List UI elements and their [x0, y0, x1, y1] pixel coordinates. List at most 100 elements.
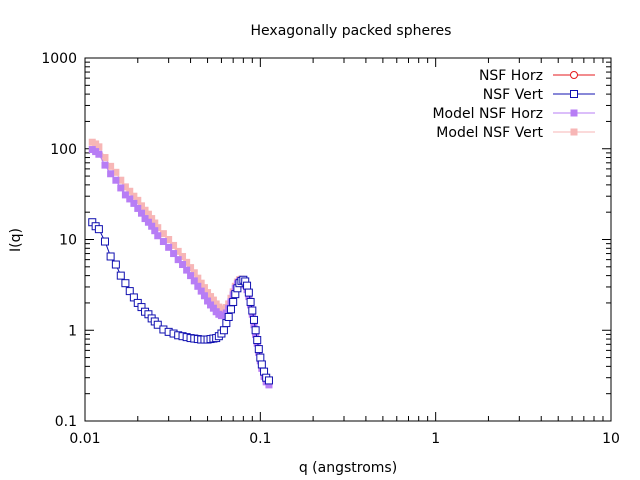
data-point	[144, 210, 152, 218]
data-point	[116, 271, 125, 280]
data-point	[174, 247, 182, 255]
data-point	[244, 288, 253, 297]
chart-title: Hexagonally packed spheres	[251, 23, 452, 39]
data-point	[257, 360, 266, 369]
x-axis-label: q (angstroms)	[299, 460, 397, 476]
data-point	[121, 191, 129, 199]
data-point	[107, 170, 115, 178]
data-point	[154, 232, 162, 240]
legend-entry: Model NSF Horz	[432, 106, 595, 122]
data-point	[130, 199, 138, 207]
legend-entry: NSF Vert	[483, 87, 595, 103]
data-point	[170, 250, 178, 258]
data-point	[194, 282, 202, 290]
data-point	[111, 260, 120, 269]
data-point	[137, 209, 145, 217]
data-point	[101, 154, 109, 162]
data-point	[190, 269, 198, 277]
data-point	[126, 187, 134, 195]
data-point	[249, 315, 258, 324]
legend-label: NSF Vert	[483, 87, 544, 103]
data-point	[137, 202, 145, 210]
data-point	[179, 261, 187, 269]
data-point	[126, 195, 134, 203]
data-point	[254, 345, 263, 354]
series-nsf-vert	[88, 218, 273, 385]
data-point	[187, 272, 195, 280]
data-point	[130, 192, 138, 200]
data-point	[141, 206, 149, 214]
data-point	[134, 196, 142, 204]
data-point	[253, 336, 262, 345]
data-point	[248, 306, 257, 315]
legend-label: Model NSF Vert	[436, 125, 543, 141]
legend: NSF Horz NSF Vert Model NSF Horz Model NSF …	[432, 68, 595, 141]
y-tick-label: 0.1	[55, 414, 77, 430]
data-point	[165, 243, 173, 251]
data-point	[219, 326, 228, 335]
data-point	[222, 309, 230, 317]
data-point	[207, 293, 215, 301]
data-point	[151, 227, 159, 235]
data-point	[95, 150, 103, 158]
y-tick-label: 1000	[41, 51, 77, 67]
data-point	[194, 274, 202, 282]
data-point	[246, 297, 255, 306]
data-point	[170, 241, 178, 249]
data-point	[95, 143, 103, 151]
data-point	[190, 277, 198, 285]
data-point	[265, 381, 273, 389]
data-point	[94, 225, 103, 234]
series-layer	[88, 138, 273, 389]
data-point	[100, 237, 109, 246]
data-point	[229, 297, 238, 306]
data-point	[112, 176, 120, 184]
legend-label: NSF Horz	[479, 68, 543, 84]
data-point	[224, 312, 233, 321]
legend-marker	[570, 128, 578, 136]
data-point	[251, 326, 260, 335]
data-point	[200, 292, 208, 300]
data-point	[264, 376, 273, 385]
x-tick-label: 10	[602, 431, 620, 447]
data-point	[187, 264, 195, 272]
data-point	[106, 252, 115, 261]
data-point	[117, 176, 125, 184]
data-point	[174, 256, 182, 264]
data-point	[250, 321, 258, 329]
data-point	[226, 305, 235, 314]
data-point	[183, 258, 191, 266]
data-point	[197, 287, 205, 295]
data-point	[159, 230, 167, 238]
data-point	[121, 183, 129, 191]
data-point	[252, 330, 260, 338]
data-point	[159, 238, 167, 246]
x-tick-label: 0.1	[249, 431, 271, 447]
y-tick-label: 10	[59, 233, 77, 249]
data-point	[165, 236, 173, 243]
data-point	[117, 184, 125, 192]
x-tick-label: 0.01	[69, 431, 100, 447]
data-point	[107, 162, 115, 170]
data-point	[112, 168, 120, 176]
y-axis-label: I(q)	[8, 228, 24, 252]
data-point	[153, 320, 162, 329]
data-point	[144, 218, 152, 226]
legend-marker	[570, 71, 578, 79]
legend-entry: NSF Horz	[479, 68, 595, 84]
data-point	[209, 296, 217, 304]
data-point	[141, 215, 149, 223]
data-point	[204, 297, 212, 305]
legend-entry: Model NSF Vert	[436, 125, 595, 141]
data-point	[148, 222, 156, 230]
data-point	[243, 281, 252, 290]
data-point	[101, 161, 109, 169]
legend-label: Model NSF Horz	[432, 106, 543, 122]
data-point	[209, 304, 217, 312]
data-point	[121, 279, 130, 288]
data-point	[134, 204, 142, 212]
data-point	[148, 215, 156, 223]
y-tick-label: 1	[68, 323, 77, 339]
